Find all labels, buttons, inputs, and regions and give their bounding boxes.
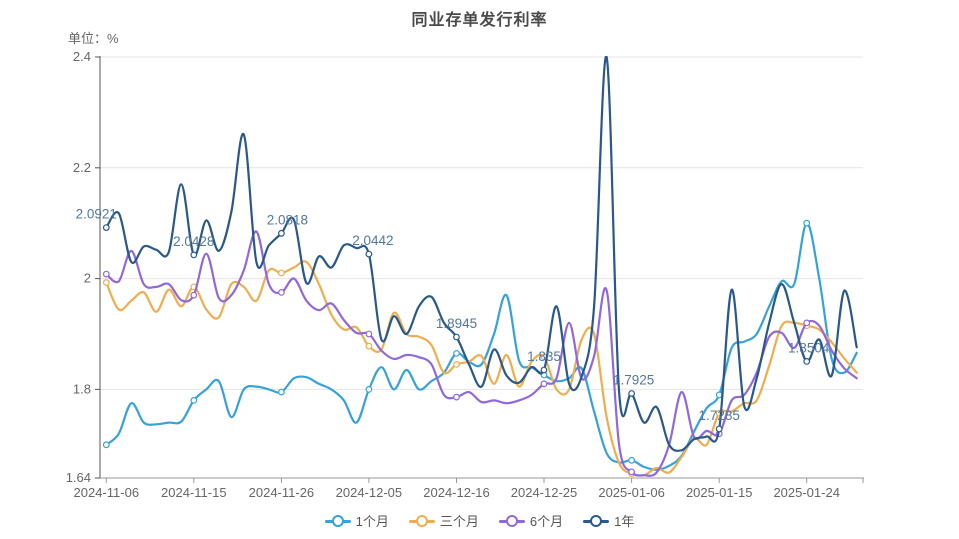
point-value-label: 2.0442 [352, 233, 393, 248]
series-marker [190, 291, 198, 299]
chart-title: 同业存单发行利率 [411, 12, 548, 29]
legend-line-marker-icon [408, 514, 435, 527]
point-value-label: 1.7285 [699, 408, 740, 423]
series-marker [715, 425, 723, 433]
chart-legend: 1个月 三个月 6个月 1年 [0, 511, 959, 530]
legend-line-marker-icon [498, 514, 525, 527]
legend-item-3[interactable]: 1年 [583, 511, 634, 530]
legend-item-0[interactable]: 1个月 [324, 511, 389, 530]
x-tick-label: 2024-11-15 [161, 485, 227, 500]
legend-label: 三个月 [439, 514, 479, 529]
series-line-3 [105, 56, 858, 452]
series-marker [102, 224, 110, 232]
point-value-label: 1.835 [527, 349, 561, 364]
y-tick-label: 2.2 [73, 160, 91, 175]
y-tick-label: 2.4 [73, 49, 91, 64]
x-tick-label: 2025-01-06 [598, 485, 665, 500]
series-marker [365, 330, 373, 338]
x-tick-label: 2024-11-26 [249, 485, 315, 500]
legend-item-2[interactable]: 6个月 [498, 511, 564, 530]
series-marker [453, 333, 460, 341]
series-marker [453, 361, 460, 368]
series-marker [102, 270, 110, 278]
point-value-label: 1.8945 [436, 316, 477, 331]
series-marker [190, 251, 198, 259]
series-marker [190, 397, 198, 404]
series-marker [102, 441, 110, 449]
point-value-label: 2.0921 [76, 207, 117, 222]
series-marker [628, 456, 635, 464]
y-tick-label: 2 [84, 271, 91, 286]
y-axis-unit-label: 单位：% [68, 31, 119, 46]
legend-label: 1年 [614, 514, 635, 529]
legend-label: 1个月 [355, 514, 389, 529]
legend-label: 6个月 [529, 514, 564, 529]
series-marker [803, 358, 811, 365]
series-marker [453, 350, 460, 357]
series-marker [715, 391, 723, 399]
point-value-label: 2.0818 [267, 212, 308, 227]
point-value-label: 1.7925 [613, 373, 654, 388]
series-marker [628, 468, 635, 476]
point-value-label: 2.0428 [173, 234, 214, 249]
series-marker [803, 219, 811, 227]
series-marker [278, 269, 285, 277]
series-marker [628, 390, 635, 397]
x-tick-label: 2024-11-06 [74, 485, 140, 500]
series-line-0 [105, 222, 858, 471]
series-marker [278, 388, 285, 396]
series-marker [102, 279, 110, 286]
x-tick-label: 2025-01-15 [686, 485, 753, 500]
series-marker [540, 380, 548, 388]
y-tick-label: 1.64 [66, 470, 91, 485]
x-tick-label: 2024-12-05 [336, 485, 403, 500]
series-marker [803, 319, 811, 327]
x-tick-label: 2024-12-25 [511, 485, 578, 500]
y-tick-label: 1.8 [73, 381, 91, 396]
series-marker [540, 366, 548, 374]
legend-line-marker-icon [324, 514, 351, 527]
series-marker [453, 393, 460, 401]
series-line-2 [105, 230, 858, 477]
legend-item-1[interactable]: 三个月 [408, 511, 479, 530]
legend-line-marker-icon [583, 514, 610, 527]
series-marker [365, 386, 373, 393]
series-marker [278, 229, 285, 237]
series-line-1 [105, 260, 858, 477]
series-marker [365, 250, 373, 258]
series-marker [278, 289, 285, 296]
x-tick-label: 2024-12-16 [423, 485, 490, 500]
series-marker [365, 342, 373, 350]
point-value-label: 1.8504 [788, 340, 830, 355]
x-tick-label: 2025-01-24 [773, 485, 840, 500]
